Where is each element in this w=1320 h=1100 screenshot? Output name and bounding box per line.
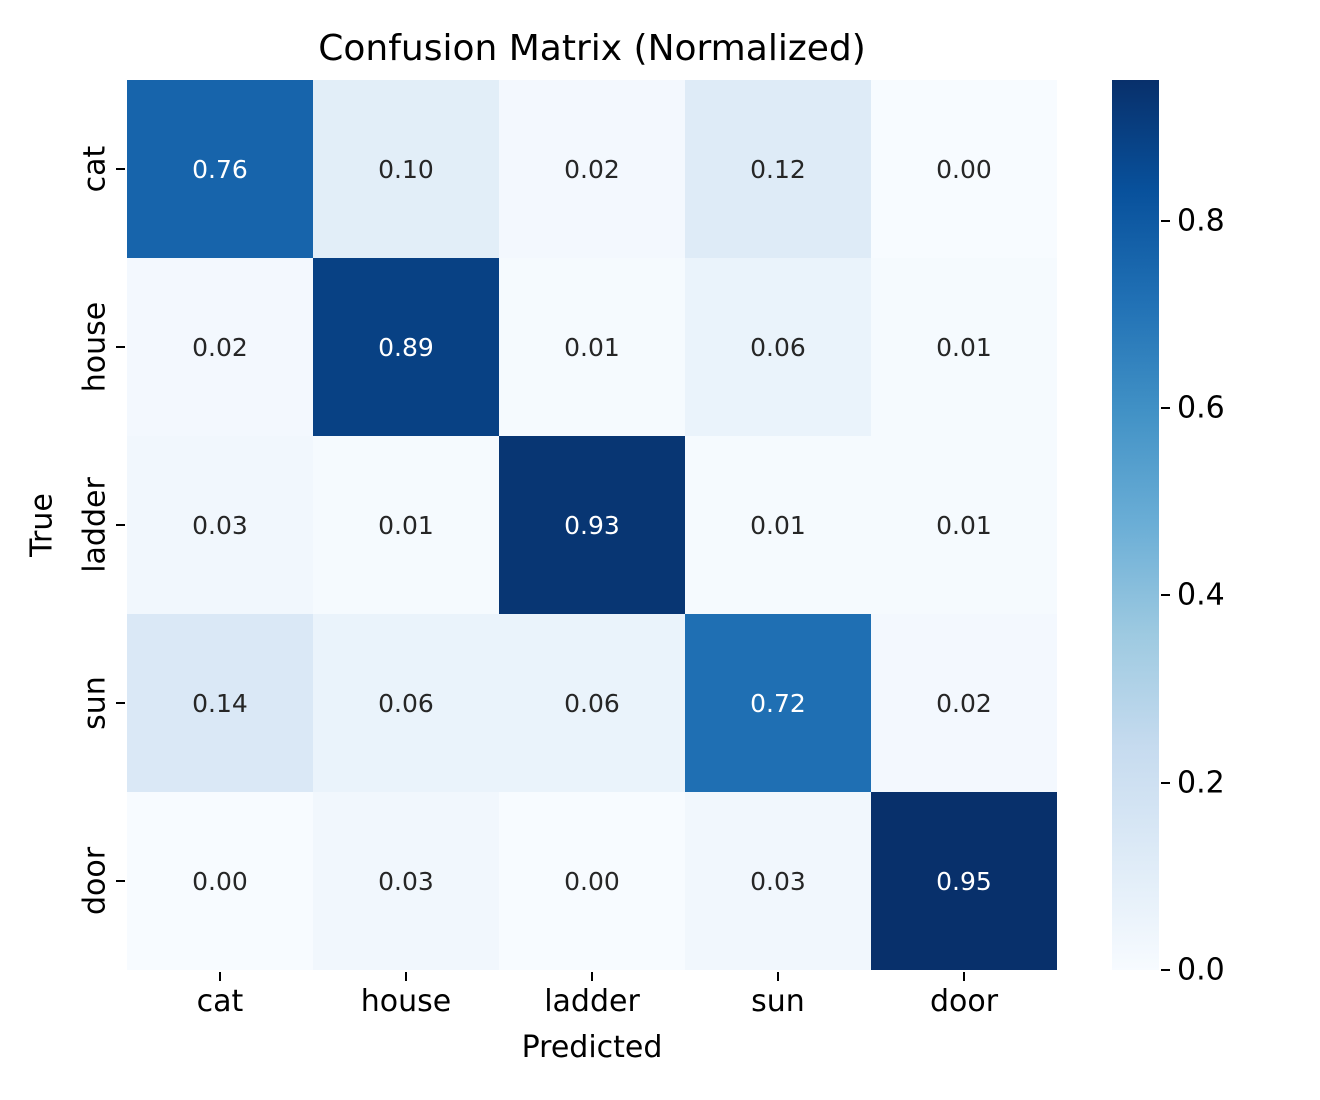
heatmap-grid: 0.76 0.10 0.02 0.12 0.00 0.02 0.89 0.01 0.06 0.01… (127, 80, 1057, 970)
heatmap-cell-door-house: 0.03 (313, 792, 499, 970)
heatmap-cell-sun-house: 0.06 (313, 614, 499, 792)
colorbar-tick-mark (1161, 219, 1170, 222)
y-tick-label-cat: cat (77, 145, 113, 193)
heatmap-cell-door-door: 0.95 (871, 792, 1057, 970)
y-tick-mark (116, 880, 125, 882)
heatmap-cell-cat-sun: 0.12 (685, 80, 871, 258)
x-axis-label: Predicted (521, 1030, 663, 1065)
heatmap-cell-cat-ladder: 0.02 (499, 80, 685, 258)
x-tick-label-sun: sun (751, 984, 805, 1019)
y-tick-mark (116, 524, 125, 526)
colorbar-tick-mark (1161, 969, 1170, 971)
heatmap-cell-ladder-sun: 0.01 (685, 436, 871, 614)
x-tick-label-cat: cat (196, 984, 244, 1019)
heatmap-cell-house-ladder: 0.01 (499, 258, 685, 436)
heatmap-cell-cat-house: 0.10 (313, 80, 499, 258)
x-tick-mark (591, 972, 593, 981)
heatmap-cell-ladder-ladder: 0.93 (499, 436, 685, 614)
colorbar-tick-label-0.8: 0.8 (1177, 203, 1225, 239)
heatmap-cell-house-door: 0.01 (871, 258, 1057, 436)
heatmap-cell-sun-cat: 0.14 (127, 614, 313, 792)
heatmap-cell-sun-ladder: 0.06 (499, 614, 685, 792)
x-tick-mark (777, 972, 779, 981)
heatmap-cell-sun-door: 0.02 (871, 614, 1057, 792)
x-tick-mark (405, 972, 407, 981)
y-tick-mark (116, 702, 125, 704)
colorbar-tick-mark (1161, 406, 1170, 409)
heatmap-cell-ladder-cat: 0.03 (127, 436, 313, 614)
heatmap-cell-house-sun: 0.06 (685, 258, 871, 436)
y-tick-label-ladder: ladder (77, 477, 113, 573)
heatmap-cell-sun-sun: 0.72 (685, 614, 871, 792)
colorbar-tick-label-0.6: 0.6 (1177, 390, 1225, 426)
heatmap-cell-ladder-door: 0.01 (871, 436, 1057, 614)
heatmap-cell-house-cat: 0.02 (127, 258, 313, 436)
heatmap-cell-door-ladder: 0.00 (499, 792, 685, 970)
x-tick-label-house: house (360, 984, 452, 1019)
y-tick-label-house: house (77, 301, 113, 393)
x-tick-label-ladder: ladder (544, 984, 640, 1019)
x-tick-label-door: door (929, 984, 999, 1019)
colorbar-tick-label-0.2: 0.2 (1177, 765, 1225, 801)
heatmap-cell-door-sun: 0.03 (685, 792, 871, 970)
x-tick-mark (963, 972, 965, 981)
heatmap-cell-ladder-house: 0.01 (313, 436, 499, 614)
heatmap-cell-door-cat: 0.00 (127, 792, 313, 970)
colorbar-tick-label-0.4: 0.4 (1177, 577, 1225, 613)
heatmap-cell-cat-door: 0.00 (871, 80, 1057, 258)
colorbar-tick-label-0.0: 0.0 (1177, 952, 1225, 988)
y-tick-label-sun: sun (77, 676, 113, 730)
colorbar-tick-mark (1161, 594, 1170, 597)
chart-title: Confusion Matrix (Normalized) (318, 28, 866, 69)
colorbar-gradient (1112, 80, 1159, 970)
y-tick-label-door: door (77, 846, 113, 916)
colorbar-tick-mark (1161, 781, 1170, 784)
heatmap-cell-house-house: 0.89 (313, 258, 499, 436)
y-axis-label: True (24, 493, 60, 557)
heatmap-cell-cat-cat: 0.76 (127, 80, 313, 258)
x-tick-mark (219, 972, 221, 981)
y-tick-mark (116, 346, 125, 348)
y-tick-mark (116, 168, 125, 170)
